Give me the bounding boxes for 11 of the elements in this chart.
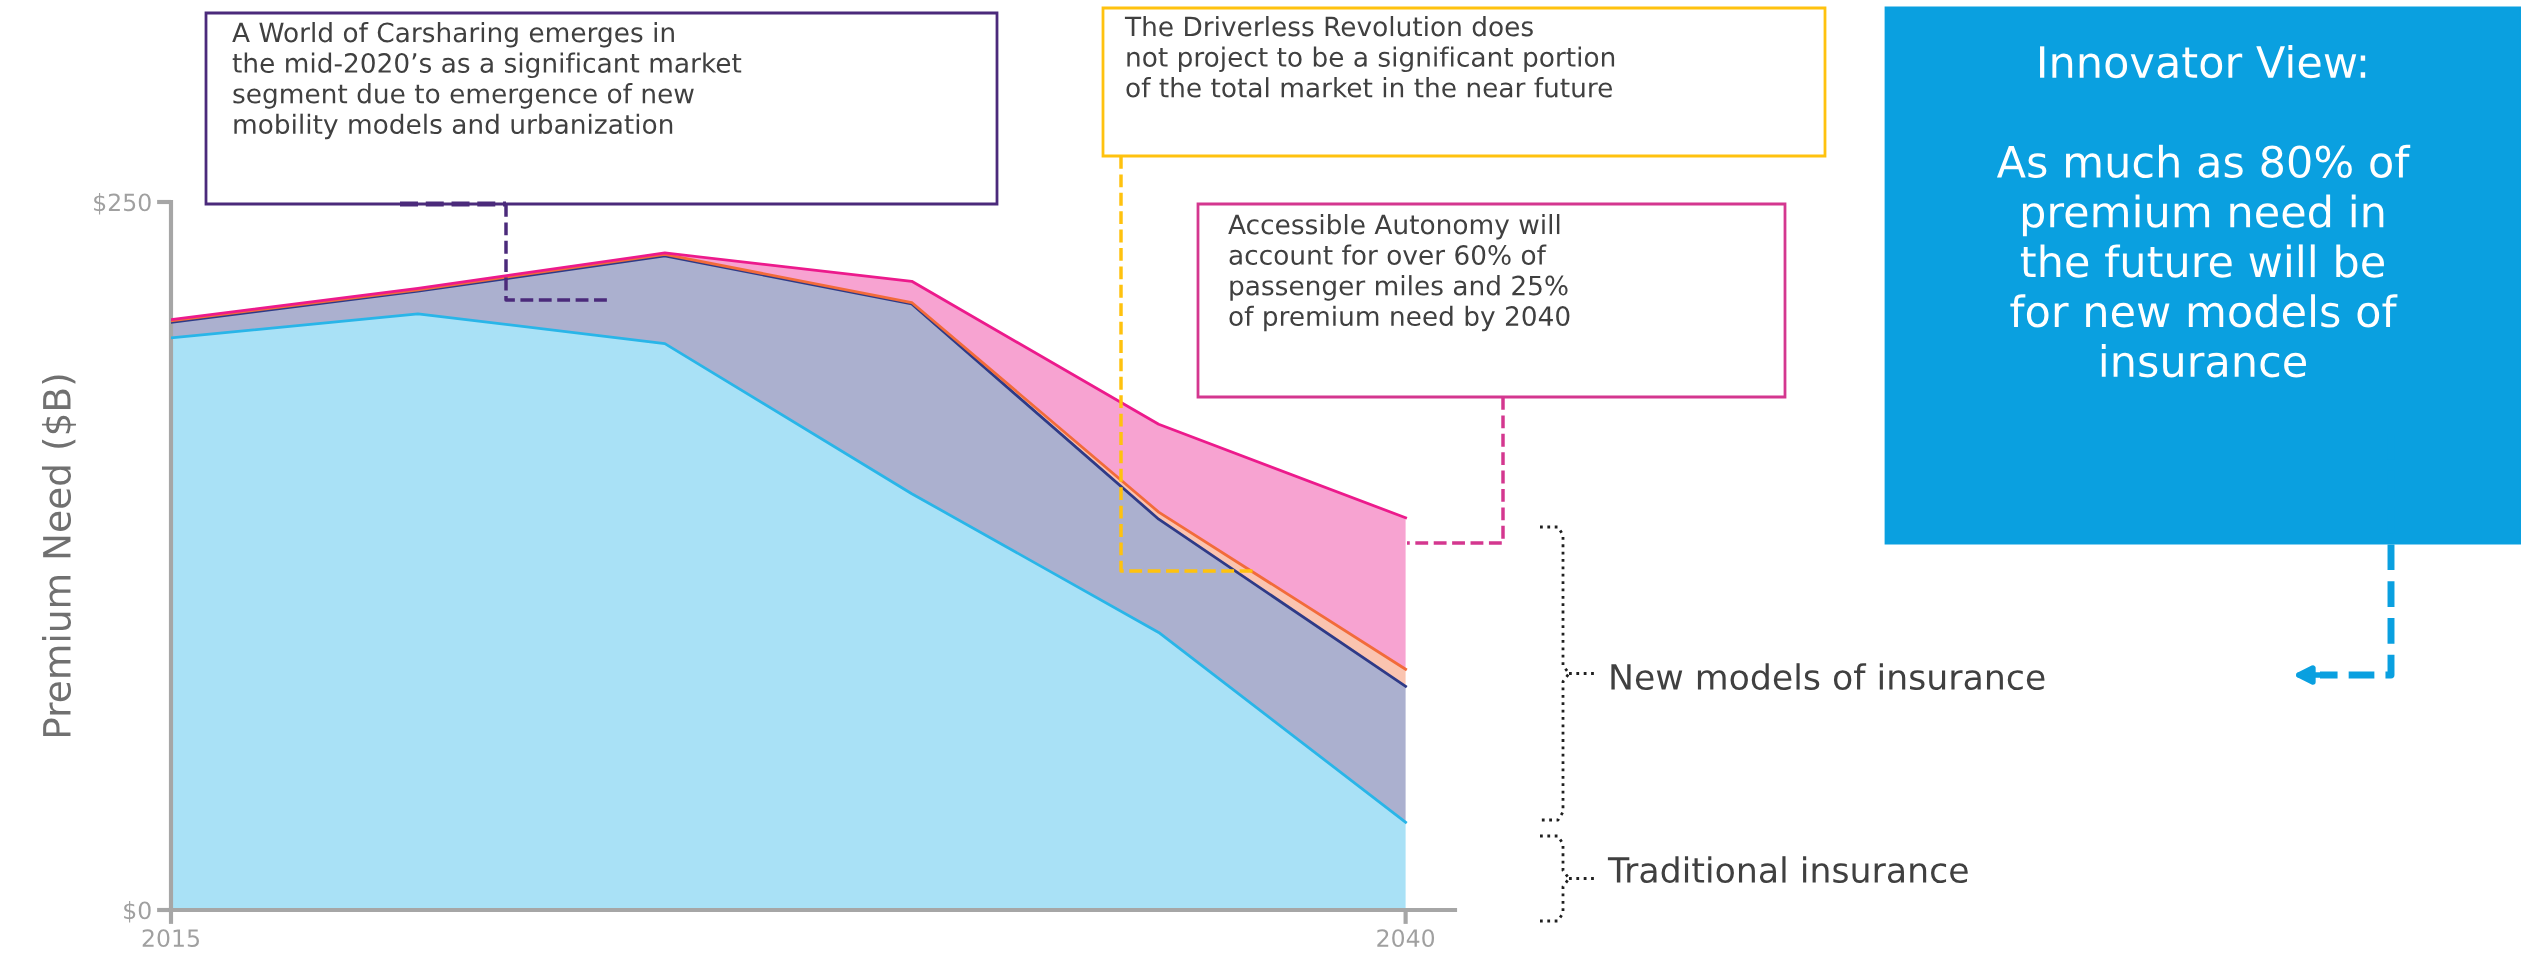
annotation: Accessible Autonomy will account for over 60% of passenger miles and 25% of premium need by 2040 xyxy=(1228,214,1570,332)
text: The Driverless Revolution does not project to be a significant portion of the total market in the near future xyxy=(1124,16,1615,98)
text: Innovator View: As much as 80% of premium need in the future will be for new models of insurance xyxy=(1996,45,2411,378)
x-tick-label: 2015 xyxy=(142,929,199,948)
y-axis-title: Premium Need ($B) xyxy=(41,375,76,737)
y-tick-label: $0 xyxy=(124,901,151,923)
text: Traditional insurance xyxy=(1607,856,1968,884)
text: New models of insurance xyxy=(1611,663,2045,691)
x-tick-label: 2040 xyxy=(1377,929,1435,948)
text: A World of Carsharing emerges in the mid-2020’s as a significant market segment due to emergence of new mobility models and urbanization xyxy=(232,22,742,140)
y-tick-label: $250 xyxy=(94,193,151,215)
